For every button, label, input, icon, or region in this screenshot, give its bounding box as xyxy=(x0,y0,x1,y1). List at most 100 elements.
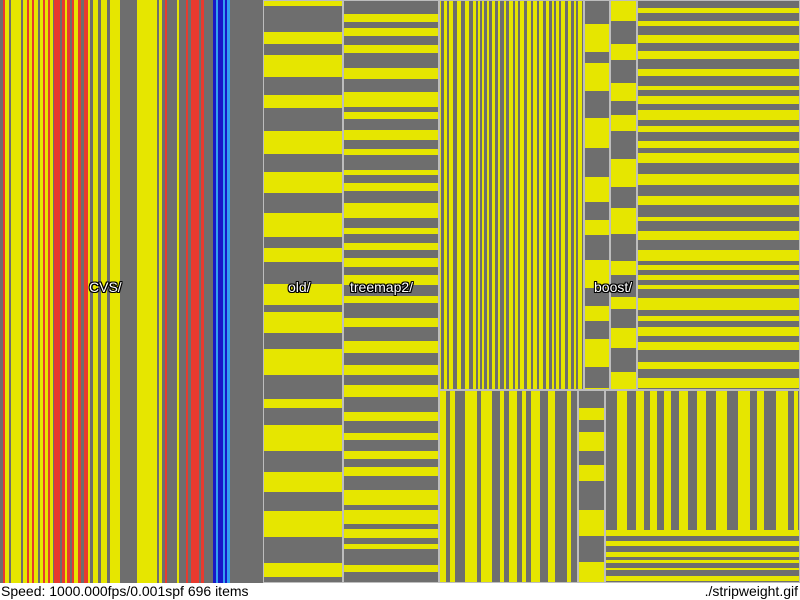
treemap-canvas[interactable] xyxy=(0,0,800,583)
cvs-directory-block[interactable] xyxy=(0,0,230,583)
file-tile[interactable] xyxy=(343,175,439,183)
file-tile[interactable] xyxy=(343,476,439,490)
file-tile[interactable] xyxy=(584,235,610,260)
file-tile[interactable] xyxy=(578,481,605,510)
file-tile[interactable] xyxy=(343,318,439,327)
file-tile[interactable] xyxy=(29,0,32,583)
file-tile[interactable] xyxy=(605,546,800,552)
file-tile[interactable] xyxy=(343,92,439,107)
file-tile[interactable] xyxy=(637,350,800,362)
file-tile[interactable] xyxy=(38,0,40,583)
file-tile[interactable] xyxy=(524,0,527,390)
file-tile[interactable] xyxy=(263,44,343,55)
file-tile[interactable] xyxy=(223,0,225,583)
file-tile[interactable] xyxy=(788,390,794,530)
file-tile[interactable] xyxy=(204,0,210,583)
file-tile[interactable] xyxy=(343,327,439,341)
file-tile[interactable] xyxy=(21,0,23,583)
file-tile[interactable] xyxy=(492,390,500,583)
file-tile[interactable] xyxy=(637,289,800,298)
file-tile[interactable] xyxy=(504,390,509,583)
file-tile[interactable] xyxy=(500,390,504,583)
file-tile[interactable] xyxy=(447,0,449,390)
file-tile[interactable] xyxy=(637,174,800,185)
file-tile[interactable] xyxy=(263,213,343,237)
file-tile[interactable] xyxy=(343,234,439,243)
file-tile[interactable] xyxy=(637,285,800,289)
file-tile[interactable] xyxy=(263,237,343,248)
file-tile[interactable] xyxy=(637,336,800,342)
file-tile[interactable] xyxy=(343,490,439,505)
file-tile[interactable] xyxy=(679,390,688,530)
file-tile[interactable] xyxy=(750,390,757,530)
file-tile[interactable] xyxy=(343,28,439,36)
file-tile[interactable] xyxy=(637,86,800,90)
file-tile[interactable] xyxy=(343,22,439,28)
file-tile[interactable] xyxy=(188,0,191,583)
file-tile[interactable] xyxy=(263,511,343,537)
file-tile[interactable] xyxy=(517,390,522,583)
file-tile[interactable] xyxy=(263,408,343,425)
file-tile[interactable] xyxy=(263,577,343,583)
file-tile[interactable] xyxy=(53,0,54,583)
file-tile[interactable] xyxy=(343,149,439,155)
file-tile[interactable] xyxy=(84,0,88,583)
file-tile[interactable] xyxy=(5,0,9,583)
file-tile[interactable] xyxy=(637,205,800,217)
file-tile[interactable] xyxy=(543,0,546,390)
file-tile[interactable] xyxy=(446,390,450,583)
file-tile[interactable] xyxy=(343,451,439,459)
file-tile[interactable] xyxy=(489,0,492,390)
file-tile[interactable] xyxy=(555,390,567,583)
file-tile[interactable] xyxy=(636,390,644,530)
file-tile[interactable] xyxy=(465,390,477,583)
file-tile[interactable] xyxy=(27,0,29,583)
file-tile[interactable] xyxy=(644,390,650,530)
file-tile[interactable] xyxy=(343,549,439,565)
file-tile[interactable] xyxy=(263,95,343,108)
file-tile[interactable] xyxy=(453,0,457,390)
file-tile[interactable] xyxy=(605,576,800,581)
file-tile[interactable] xyxy=(571,0,574,390)
file-tile[interactable] xyxy=(461,0,465,390)
file-tile[interactable] xyxy=(584,118,610,148)
file-tile[interactable] xyxy=(610,372,637,390)
boost-directory-block[interactable] xyxy=(439,0,800,583)
file-tile[interactable] xyxy=(584,0,610,24)
file-tile[interactable] xyxy=(343,397,439,412)
file-tile[interactable] xyxy=(637,310,800,316)
file-tile[interactable] xyxy=(263,55,343,77)
file-tile[interactable] xyxy=(478,0,480,390)
file-tile[interactable] xyxy=(263,425,343,451)
file-tile[interactable] xyxy=(263,108,343,131)
file-tile[interactable] xyxy=(343,421,439,433)
file-tile[interactable] xyxy=(531,0,533,390)
file-tile[interactable] xyxy=(34,0,38,583)
file-tile[interactable] xyxy=(637,43,800,51)
file-tile[interactable] xyxy=(610,234,637,261)
file-tile[interactable] xyxy=(498,0,500,390)
file-tile[interactable] xyxy=(343,107,439,112)
file-tile[interactable] xyxy=(263,349,343,375)
file-tile[interactable] xyxy=(637,126,800,132)
file-tile[interactable] xyxy=(610,187,637,208)
file-tile[interactable] xyxy=(565,0,568,390)
file-tile[interactable] xyxy=(23,0,27,583)
old-directory-block[interactable] xyxy=(263,0,343,583)
file-tile[interactable] xyxy=(56,0,60,583)
file-tile[interactable] xyxy=(527,0,531,390)
file-tile[interactable] xyxy=(509,0,513,390)
file-tile[interactable] xyxy=(610,309,637,328)
file-tile[interactable] xyxy=(605,530,800,536)
file-tile[interactable] xyxy=(343,412,439,421)
file-tile[interactable] xyxy=(578,536,605,562)
file-tile[interactable] xyxy=(216,0,218,583)
file-tile[interactable] xyxy=(43,0,45,583)
file-tile[interactable] xyxy=(584,63,610,91)
file-tile[interactable] xyxy=(137,0,157,583)
file-tile[interactable] xyxy=(506,0,509,390)
file-tile[interactable] xyxy=(457,0,461,390)
file-tile[interactable] xyxy=(343,243,439,250)
file-tile[interactable] xyxy=(343,183,439,191)
file-tile[interactable] xyxy=(74,0,78,583)
